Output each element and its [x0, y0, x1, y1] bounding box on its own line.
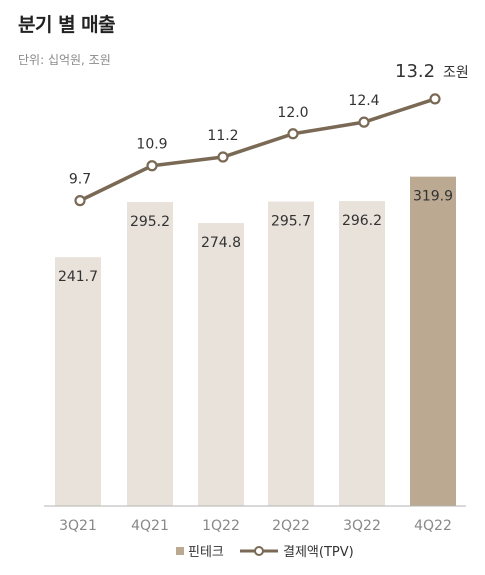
bar-2q22	[268, 201, 314, 506]
x-tick-label: 2Q22	[272, 518, 310, 534]
tpv-line	[79, 97, 436, 203]
legend-line-label: 결제액(TPV)	[283, 545, 354, 560]
bar-value-label: 295.7	[271, 214, 311, 230]
bar-4q21	[127, 202, 173, 506]
bar-value-label: 241.7	[58, 269, 98, 285]
x-tick-label: 1Q22	[202, 518, 240, 534]
tpv-value-label: 10.9	[136, 137, 167, 153]
x-tick-label: 4Q22	[414, 518, 452, 534]
legend-bar-swatch	[176, 547, 184, 555]
bar-3q22	[339, 201, 385, 506]
tpv-point	[358, 116, 370, 128]
tpv-point	[217, 151, 229, 163]
bar-value-label: 319.9	[413, 189, 453, 205]
bar-value-label: 274.8	[201, 235, 241, 251]
bar-4q22	[410, 176, 456, 506]
tpv-point	[146, 160, 158, 172]
chart-title: 분기 별 매출	[18, 14, 116, 36]
bar-value-label: 296.2	[342, 213, 382, 229]
bar-1q22	[198, 223, 244, 507]
x-tick-label: 3Q21	[59, 518, 97, 534]
tpv-value-label: 12.4	[348, 93, 379, 109]
unit-label: 단위: 십억원, 조원	[18, 53, 111, 67]
tpv-point	[429, 93, 441, 105]
tpv-point	[287, 128, 299, 140]
legend-bar-label: 핀테크	[188, 545, 224, 560]
tpv-value-label: 9.7	[69, 172, 91, 188]
x-tick-label: 3Q22	[343, 518, 381, 534]
tpv-value-label: 12.0	[277, 105, 308, 121]
x-tick-label: 4Q21	[131, 518, 169, 534]
tpv-value-label: 11.2	[207, 128, 238, 144]
legend-line-marker	[254, 546, 264, 556]
tpv-point	[74, 195, 86, 207]
bar-3q21	[55, 257, 101, 506]
tpv-value-label: 13.2	[395, 61, 435, 82]
tpv-unit-label: 조원	[443, 65, 469, 81]
bar-value-label: 295.2	[130, 214, 170, 230]
